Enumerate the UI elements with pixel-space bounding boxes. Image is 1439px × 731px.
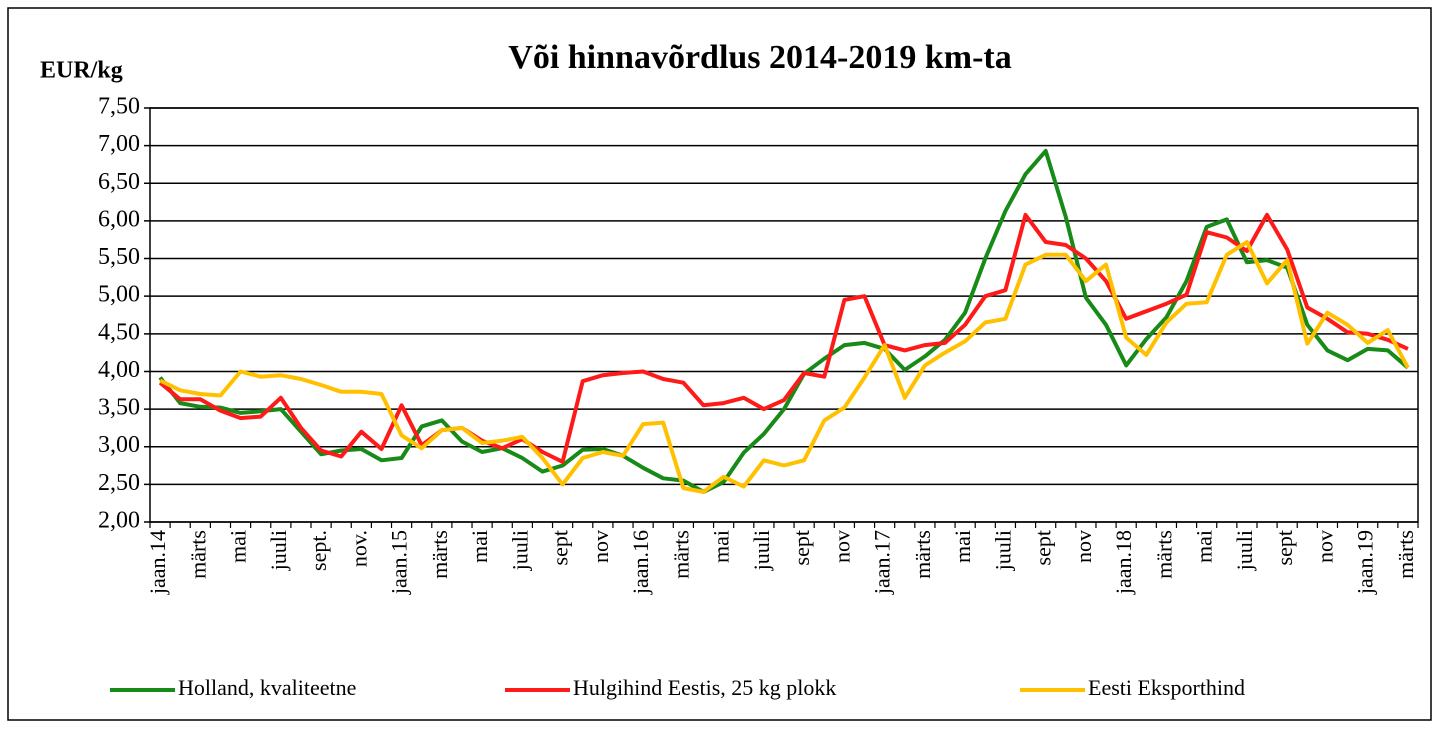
y-tick-label: 4,00: [98, 357, 140, 383]
x-tick-label: mai: [467, 530, 492, 563]
x-tick-label: sept: [1031, 530, 1056, 565]
y-tick-label: 7,50: [98, 94, 140, 120]
plot-area: [149, 107, 1419, 523]
y-axis-label: EUR/kg: [40, 58, 123, 84]
x-tick-label: jaan.15: [387, 530, 412, 595]
x-tick-label: märts: [1151, 530, 1176, 579]
x-tick-label: märts: [668, 530, 693, 579]
x-tick-label: jaan.19: [1353, 530, 1378, 595]
y-tick-label: 3,50: [98, 395, 140, 421]
y-tick-label: 5,00: [98, 282, 140, 308]
series-line: [158, 148, 1410, 494]
x-tick-label: märts: [427, 530, 452, 579]
x-tick-label: jaan.17: [870, 530, 895, 595]
y-tick-label: 6,00: [98, 206, 140, 232]
x-tick-label: sept: [548, 530, 573, 565]
y-tick-label: 3,00: [98, 432, 140, 458]
legend-label: Eesti Eksporthind: [1088, 675, 1245, 700]
y-tick-label: 2,00: [98, 508, 140, 534]
x-tick-label: jaan.16: [628, 530, 653, 595]
x-tick-label: märts: [185, 530, 210, 579]
x-tick-label: juuli: [266, 530, 291, 571]
y-tick-label: 6,50: [98, 169, 140, 195]
x-tick-label: sept: [789, 530, 814, 565]
x-tick-label: jaan.14: [145, 530, 170, 595]
y-tick-label: 2,50: [98, 470, 140, 496]
x-tick-label: mai: [709, 530, 734, 563]
legend-label: Hulgihind Eestis, 25 kg plokk: [573, 675, 836, 700]
y-tick-label: 5,50: [98, 244, 140, 270]
x-tick-label: sept.: [306, 530, 331, 571]
x-tick-label: juuli: [990, 530, 1015, 571]
series-line: [159, 240, 1410, 494]
x-tick-label: juuli: [749, 530, 774, 571]
x-tick-label: nov: [1312, 530, 1337, 563]
series-line: [158, 212, 1409, 464]
x-tick-label: jaan.18: [1111, 530, 1136, 595]
y-tick-label: 7,00: [98, 131, 140, 157]
x-tick-label: nov: [1071, 530, 1096, 563]
x-tick-label: sept: [1272, 530, 1297, 565]
x-tick-label: märts: [910, 530, 935, 579]
y-tick-label: 4,50: [98, 319, 140, 345]
x-tick-label: nov: [588, 530, 613, 563]
x-tick-label: nov.: [346, 530, 371, 567]
x-tick-label: juuli: [1232, 530, 1257, 571]
x-tick-label: mai: [1192, 530, 1217, 563]
x-tick-label: mai: [950, 530, 975, 563]
x-tick-label: nov: [829, 530, 854, 563]
x-tick-label: juuli: [507, 530, 532, 571]
legend-label: Holland, kvaliteetne: [178, 675, 356, 700]
x-tick-label: märts: [1393, 530, 1418, 579]
chart-title: Või hinnavõrdlus 2014-2019 km-ta: [508, 39, 1011, 76]
x-tick-label: mai: [226, 530, 251, 563]
